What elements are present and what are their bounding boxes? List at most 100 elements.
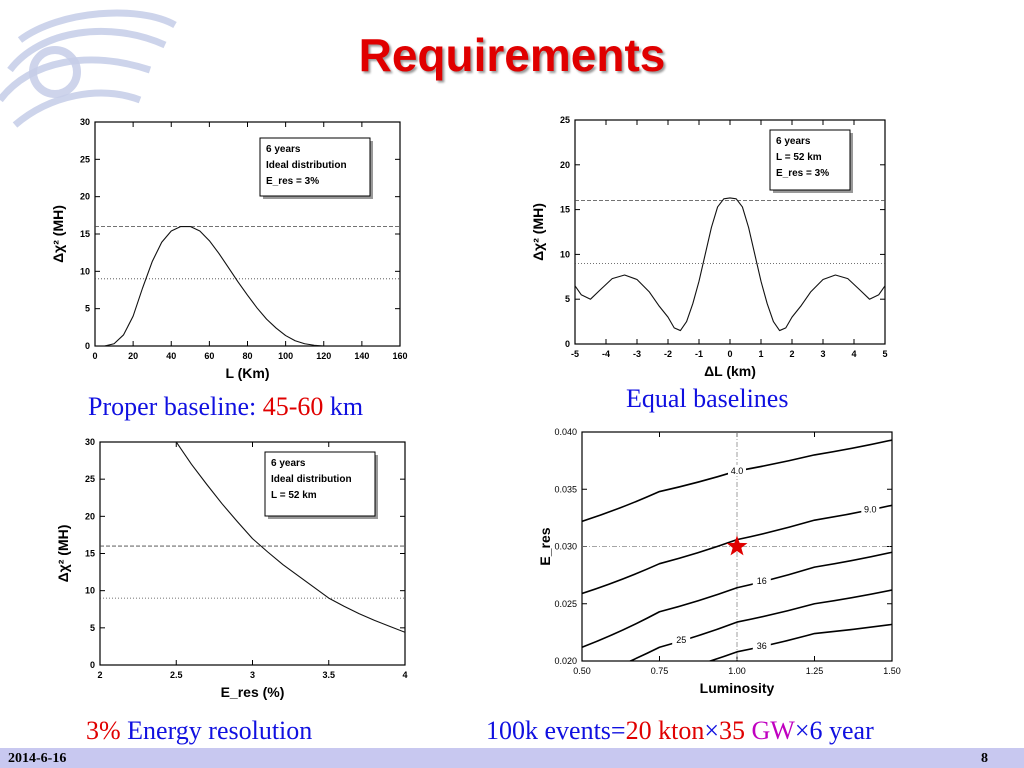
x-tick-label: 2.5 (170, 670, 183, 680)
x-axis-label: E_res (%) (221, 684, 285, 700)
legend-entry: 6 years (266, 144, 301, 155)
contour-label: 16 (757, 576, 767, 586)
y-tick-label: 20 (85, 511, 95, 521)
caption-events-kton: 20 kton (625, 716, 705, 745)
y-tick-label: 25 (85, 474, 95, 484)
chart-luminosity-contour: 0.50 0.75 1.00 1.25 1.50 0.020 0.025 0.030 0.035… (537, 427, 901, 696)
y-tick-label: 10 (560, 249, 570, 259)
y-tick-label: 25 (80, 154, 90, 164)
x-tick-label: 80 (242, 351, 252, 361)
y-tick-label: 30 (85, 437, 95, 447)
legend-box (264, 451, 376, 517)
x-tick-label: 4 (851, 349, 856, 359)
chart-energy-resolution: 2 2.5 3 3.5 4 0 5 10 15 20 25 30 E_res (%) Δχ² (MH) 6 … (55, 437, 408, 700)
y-tick-label: 20 (560, 160, 570, 170)
y-tick-label: 10 (85, 586, 95, 596)
contour-label: 25 (676, 635, 686, 645)
x-tick-label: 2 (789, 349, 794, 359)
caption-events-a: 100k events= (486, 716, 626, 745)
x-tick-label: -4 (602, 349, 610, 359)
x-tick-label: -5 (571, 349, 579, 359)
page-title: Requirements (358, 29, 666, 81)
contour-line (582, 551, 892, 649)
legend-entry: 6 years (271, 458, 306, 469)
contour-label-bg (861, 503, 880, 515)
x-tick-label: 3 (250, 670, 255, 680)
caption-baseline: Proper baseline: 45-60 km (88, 392, 363, 422)
legend-box (769, 129, 851, 191)
x-tick-label: -1 (695, 349, 703, 359)
x-tick-label: 5 (882, 349, 887, 359)
x-tick-label: -2 (664, 349, 672, 359)
caption-eres-text: Energy resolution (120, 716, 313, 745)
y-tick-label: 0 (90, 660, 95, 670)
y-tick-label: 5 (565, 294, 570, 304)
legend-entry: L = 52 km (776, 152, 822, 163)
x-tick-label: 60 (204, 351, 214, 361)
x-axis-label: Luminosity (700, 680, 775, 696)
y-tick-label: 0 (565, 339, 570, 349)
legend-entry: E_res = 3% (266, 176, 319, 187)
caption-equal-baselines: Equal baselines (626, 384, 788, 414)
contour-label: 9.0 (864, 504, 877, 514)
data-curve (575, 197, 885, 332)
x-tick-label: 160 (392, 351, 407, 361)
y-tick-label: 15 (560, 205, 570, 215)
y-tick-label: 15 (85, 549, 95, 559)
x-tick-label: 100 (278, 351, 293, 361)
x-tick-label: 1.25 (806, 666, 824, 676)
x-tick-label: 0 (727, 349, 732, 359)
caption-energy-resolution: 3% Energy resolution (86, 716, 312, 746)
y-axis-label: E_res (537, 527, 553, 565)
institute-logo (0, 9, 177, 128)
x-tick-label: 4 (402, 670, 407, 680)
x-axis-label: ΔL (km) (704, 363, 756, 379)
footer-date: 2014-6-16 (8, 751, 67, 766)
x-tick-label: 1 (758, 349, 763, 359)
x-tick-label: 140 (354, 351, 369, 361)
data-curve (175, 442, 405, 633)
x-tick-label: 0 (92, 351, 97, 361)
contour-label: 4.0 (731, 466, 744, 476)
y-axis-label: Δχ² (MH) (530, 203, 546, 261)
y-tick-label: 15 (80, 229, 90, 239)
caption-eres-value: 3% (86, 716, 121, 745)
y-tick-label: 0.030 (554, 542, 577, 552)
y-tick-label: 0.035 (554, 484, 577, 494)
y-tick-label: 10 (80, 266, 90, 276)
x-tick-label: 40 (166, 351, 176, 361)
star-marker (726, 535, 748, 556)
y-axis-label: Δχ² (MH) (55, 525, 71, 583)
y-tick-label: 30 (80, 117, 90, 127)
x-tick-label: -3 (633, 349, 641, 359)
caption-events: 100k events=20 kton×35 GW×6 year (486, 716, 874, 746)
legend-entry: Ideal distribution (266, 160, 347, 171)
y-tick-label: 0.020 (554, 656, 577, 666)
contour-label: 36 (757, 641, 767, 651)
x-tick-label: 0.75 (651, 666, 669, 676)
footer-bar (0, 748, 1024, 768)
caption-equal-baselines-text: Equal baselines (626, 384, 789, 413)
caption-events-gw: GW (745, 716, 795, 745)
contour-label-bg (752, 575, 771, 587)
x-axis-label: L (Km) (225, 365, 269, 381)
contour-line (628, 589, 892, 661)
legend-entry: L = 52 km (271, 490, 317, 501)
contour-label-bg (728, 464, 746, 476)
legend-entry: 6 years (776, 136, 811, 147)
x-tick-label: 1.50 (883, 666, 901, 676)
chart-equal-baselines: -5 -4 -3 -2 -1 0 1 2 3 4 5 0 5 10 15 20 25 ΔL (km) Δχ² (MH… (530, 115, 888, 379)
chart-baseline: 0 20 40 60 80 100 120 140 160 0 5 10 15 20 25 30 L (Km) Δ… (50, 117, 408, 381)
y-tick-label: 0 (85, 341, 90, 351)
legend-entry: Ideal distribution (271, 474, 352, 485)
caption-events-35: 35 (719, 716, 745, 745)
x-tick-label: 1.00 (728, 666, 746, 676)
x-tick-label: 3.5 (322, 670, 335, 680)
legend-entry: E_res = 3% (776, 168, 829, 179)
y-tick-label: 20 (80, 192, 90, 202)
x-tick-label: 3 (820, 349, 825, 359)
y-tick-label: 5 (85, 304, 90, 314)
caption-events-year: ×6 year (794, 716, 874, 745)
contour-label-bg (752, 639, 771, 651)
y-tick-label: 0.025 (554, 599, 577, 609)
